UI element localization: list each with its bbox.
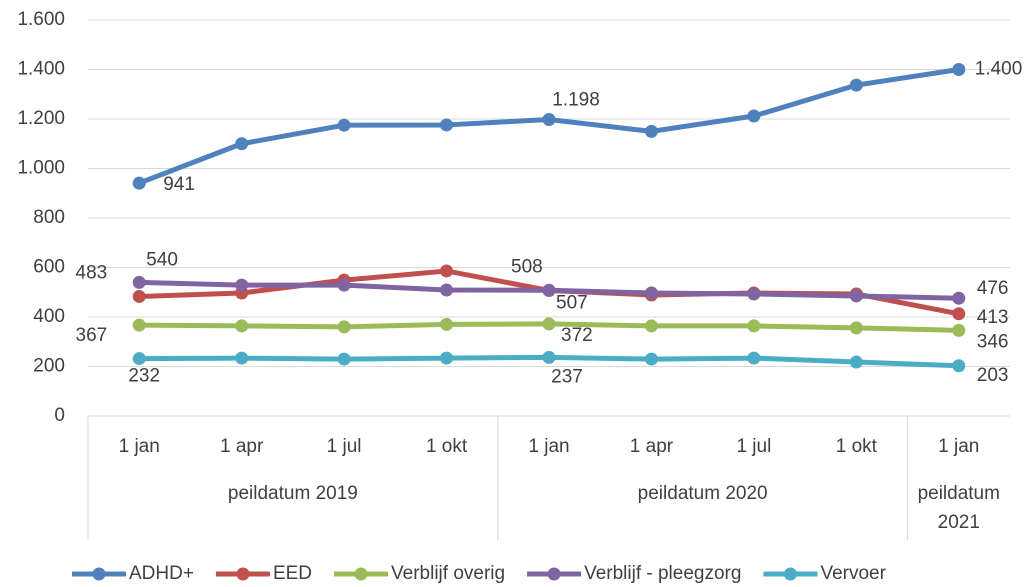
data-point xyxy=(132,318,146,332)
data-label: 372 xyxy=(561,325,593,346)
x-tick-label: 1 jan xyxy=(528,436,569,457)
data-point xyxy=(440,118,454,132)
legend-label: Verblijf overig xyxy=(391,563,505,584)
data-point xyxy=(440,351,454,365)
data-point xyxy=(235,278,249,292)
data-point xyxy=(542,112,556,126)
data-point xyxy=(952,359,966,373)
data-label: 476 xyxy=(977,278,1009,299)
data-point xyxy=(542,350,556,364)
data-point xyxy=(747,109,761,123)
data-label: 203 xyxy=(977,365,1009,386)
y-tick-label: 0 xyxy=(54,405,65,426)
data-point xyxy=(132,352,146,366)
y-tick-label: 1.400 xyxy=(17,59,65,80)
x-tick-label: 1 jul xyxy=(736,436,771,457)
legend-label: EED xyxy=(273,563,312,584)
data-point xyxy=(337,320,351,334)
data-point xyxy=(849,289,863,303)
data-point xyxy=(952,323,966,337)
x-tick-label: 1 jan xyxy=(938,436,979,457)
data-point xyxy=(337,352,351,366)
legend-label: Verblijf - pleegzorg xyxy=(584,563,741,584)
data-label: 346 xyxy=(977,331,1009,352)
data-point xyxy=(235,319,249,333)
data-label: 367 xyxy=(76,325,108,346)
data-point xyxy=(747,319,761,333)
data-point xyxy=(337,118,351,132)
y-tick-label: 800 xyxy=(33,207,65,228)
data-label: 413 xyxy=(977,307,1009,328)
x-tick-label: 1 okt xyxy=(836,436,878,457)
legend-marker xyxy=(92,567,106,581)
data-point xyxy=(644,286,658,300)
legend-marker xyxy=(354,567,368,581)
data-point xyxy=(952,291,966,305)
legend-marker xyxy=(783,567,797,581)
legend-label: ADHD+ xyxy=(129,563,194,584)
data-point xyxy=(849,321,863,335)
x-tick-label: 1 okt xyxy=(426,436,468,457)
data-label: 1.400 xyxy=(975,59,1023,80)
x-group-label: peildatum 2021 xyxy=(917,483,1000,533)
x-tick-label: 1 apr xyxy=(630,436,674,457)
x-tick-label: 1 jul xyxy=(327,436,362,457)
x-tick-label: 1 apr xyxy=(220,436,264,457)
y-tick-label: 1.600 xyxy=(17,9,65,30)
data-point xyxy=(440,317,454,331)
data-point xyxy=(747,351,761,365)
data-point xyxy=(644,124,658,138)
data-point xyxy=(440,283,454,297)
data-point xyxy=(644,319,658,333)
data-point xyxy=(952,63,966,76)
data-point xyxy=(542,317,556,331)
data-point xyxy=(849,78,863,92)
y-tick-label: 400 xyxy=(33,306,65,327)
data-label: 483 xyxy=(76,262,108,283)
data-label: 540 xyxy=(146,249,178,270)
x-tick-label: 1 jan xyxy=(119,436,160,457)
data-label: 1.198 xyxy=(552,90,600,111)
data-label: 237 xyxy=(551,366,583,387)
data-point xyxy=(235,351,249,365)
data-point xyxy=(644,352,658,366)
data-point xyxy=(132,176,146,190)
data-point xyxy=(337,278,351,292)
x-group-label: peildatum 2019 xyxy=(227,483,358,504)
legend-marker xyxy=(547,567,561,581)
y-tick-label: 1.000 xyxy=(17,158,65,179)
data-point xyxy=(132,289,146,303)
data-point xyxy=(849,355,863,369)
data-point xyxy=(235,137,249,151)
y-tick-label: 600 xyxy=(33,257,65,278)
data-point xyxy=(132,275,146,289)
data-point xyxy=(747,287,761,301)
x-group-label: peildatum 2020 xyxy=(637,483,768,504)
series-line xyxy=(138,67,960,186)
data-point xyxy=(440,264,454,278)
data-label: 508 xyxy=(511,256,543,277)
legend-label: Vervoer xyxy=(820,563,886,584)
data-label: 941 xyxy=(163,174,195,195)
data-point xyxy=(542,283,556,297)
data-label: 232 xyxy=(128,366,160,387)
y-tick-label: 200 xyxy=(33,356,65,377)
data-label: 507 xyxy=(556,293,588,314)
data-point xyxy=(952,307,966,321)
y-tick-label: 1.200 xyxy=(17,108,65,129)
legend-marker xyxy=(236,567,250,581)
